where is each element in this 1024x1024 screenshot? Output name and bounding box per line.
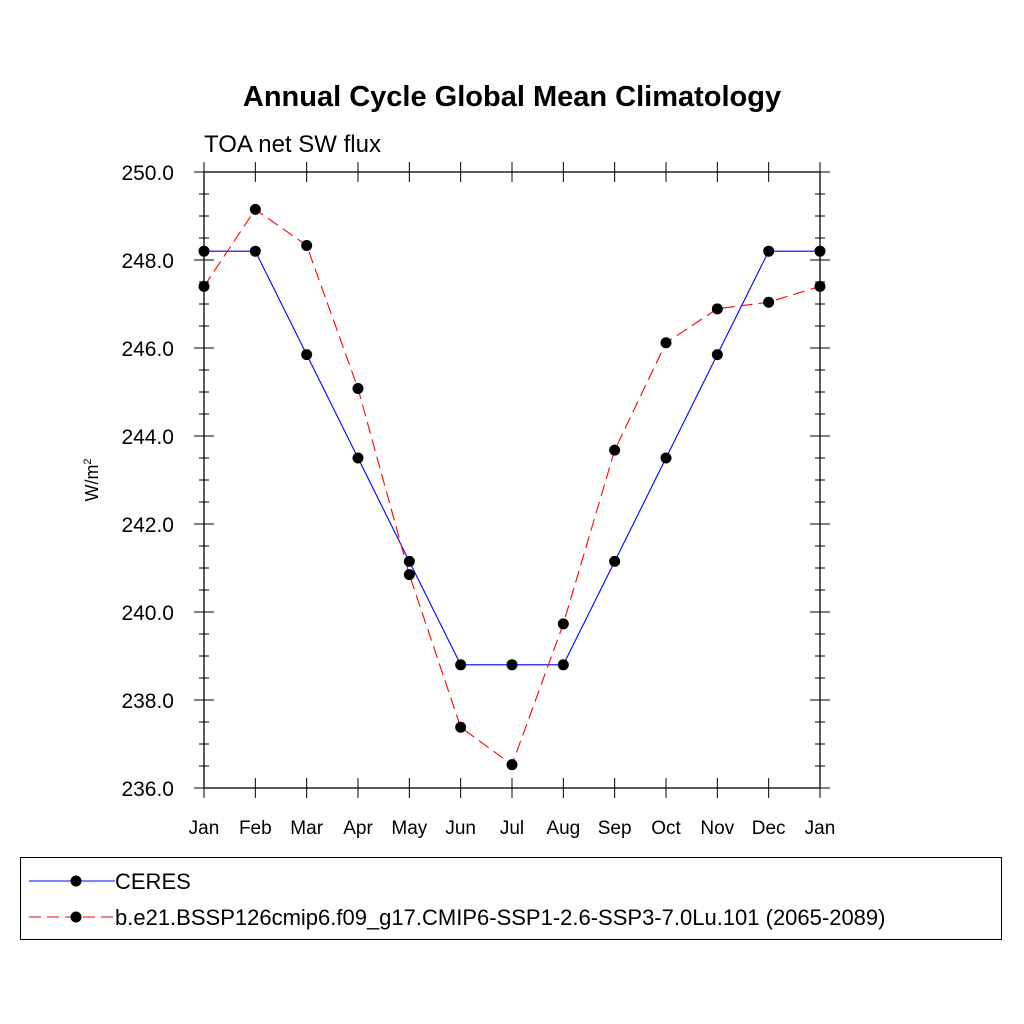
x-tick-label: Nov xyxy=(700,818,734,839)
x-tick-label: Jan xyxy=(805,818,836,839)
chart-title: Annual Cycle Global Mean Climatology xyxy=(243,81,781,113)
data-point-model xyxy=(814,280,826,292)
x-tick-label: Aug xyxy=(546,818,580,839)
x-tick-label: Jul xyxy=(500,818,524,839)
legend-item-model: b.e21.BSSP126cmip6.f09_g17.CMIP6-SSP1-2.… xyxy=(21,902,1001,932)
y-tick-label: 236.0 xyxy=(121,778,174,801)
legend-label-ceres: CERES xyxy=(115,869,191,894)
data-point-ceres xyxy=(609,555,621,567)
series-lines xyxy=(203,208,821,766)
data-point-ceres xyxy=(352,452,364,464)
x-tick-label: Oct xyxy=(651,818,681,839)
data-point-model xyxy=(403,569,415,581)
legend-swatch-ceres xyxy=(29,875,115,887)
data-point-model xyxy=(711,303,723,315)
data-point-model xyxy=(609,444,621,456)
chart-subtitle: TOA net SW flux xyxy=(204,131,381,158)
x-tick-label: Feb xyxy=(239,818,272,839)
y-tick-label: 242.0 xyxy=(121,514,174,537)
series-line-ceres xyxy=(204,250,820,666)
x-tick-label: Apr xyxy=(343,818,373,839)
y-tick-label: 244.0 xyxy=(121,426,174,449)
legend-label-model: b.e21.BSSP126cmip6.f09_g17.CMIP6-SSP1-2.… xyxy=(115,905,886,930)
data-point-model xyxy=(455,721,467,733)
data-point-ceres xyxy=(403,555,415,567)
data-point-ceres xyxy=(660,452,672,464)
data-point-model xyxy=(660,337,672,349)
data-point-model xyxy=(557,618,569,630)
data-point-model xyxy=(249,203,261,215)
x-tick-label: Sep xyxy=(598,818,632,839)
x-tick-label: May xyxy=(391,818,427,839)
data-point-ceres xyxy=(763,245,775,257)
legend-item-ceres: CERES xyxy=(21,866,1001,896)
data-point-model xyxy=(763,296,775,308)
data-point-ceres xyxy=(814,245,826,257)
y-tick-label: 246.0 xyxy=(121,338,174,361)
x-tick-label: Jun xyxy=(445,818,476,839)
data-point-ceres xyxy=(198,245,210,257)
data-point-ceres xyxy=(506,659,518,671)
axis-ticks: 236.0 238.0 240.0 242.0 244.0 246.0 248.0 250.0… xyxy=(121,162,835,839)
y-tick-label: 248.0 xyxy=(121,250,174,273)
y-axis-label: W/m2 xyxy=(82,458,102,501)
legend-swatch-model xyxy=(29,911,115,923)
data-point-ceres xyxy=(455,659,467,671)
data-point-model xyxy=(301,239,313,251)
y-tick-label: 250.0 xyxy=(121,162,174,185)
x-tick-label: Dec xyxy=(752,818,786,839)
data-point-ceres xyxy=(557,659,569,671)
data-point-ceres xyxy=(301,349,313,361)
x-tick-label: Jan xyxy=(189,818,220,839)
x-tick-label: Mar xyxy=(290,818,323,839)
data-point-model xyxy=(506,759,518,771)
y-tick-label: 240.0 xyxy=(121,602,174,625)
data-point-ceres xyxy=(711,349,723,361)
data-point-model xyxy=(198,280,210,292)
legend: CERES b.e21.BSSP126cmip6.f09_g17.CMIP6-S… xyxy=(20,857,1002,940)
plot-frame xyxy=(203,171,821,789)
series-line-model xyxy=(203,208,821,766)
data-point-ceres xyxy=(249,245,261,257)
data-point-model xyxy=(352,382,364,394)
y-tick-label: 238.0 xyxy=(121,690,174,713)
series-markers xyxy=(198,203,826,771)
